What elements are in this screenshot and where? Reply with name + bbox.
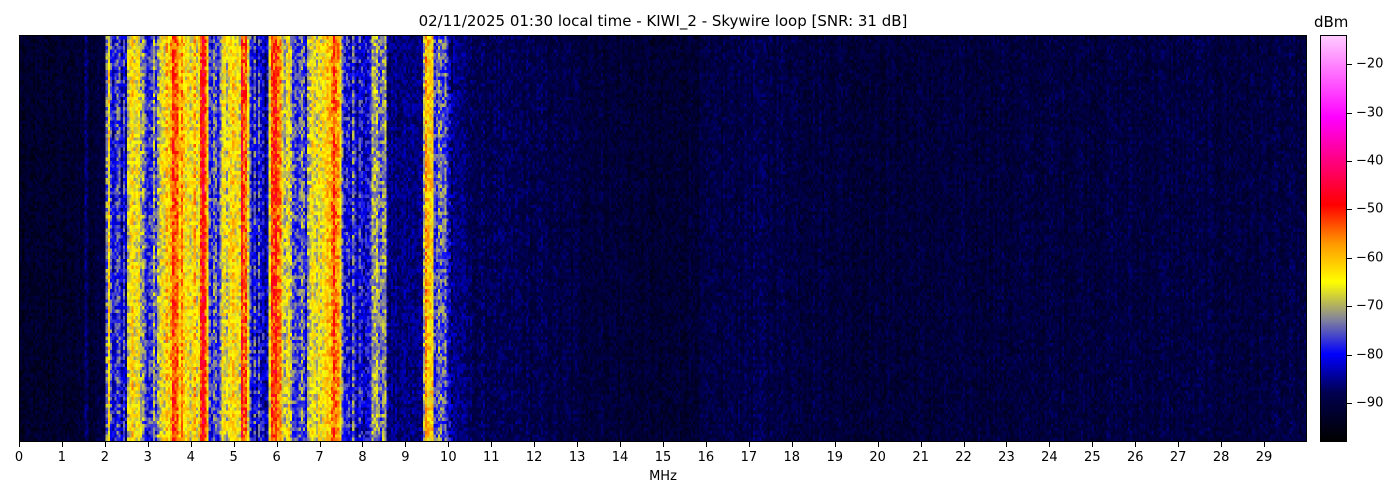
- colorbar-tick-label: −90: [1356, 395, 1384, 411]
- colorbar-tick-mark: [1347, 257, 1352, 259]
- x-tick-mark: [233, 442, 235, 447]
- colorbar-tick-label: −70: [1356, 298, 1384, 314]
- colorbar-tick-mark: [1347, 403, 1352, 405]
- x-tick-mark: [319, 442, 321, 447]
- x-tick-label: 23: [998, 450, 1015, 465]
- x-tick-mark: [534, 442, 536, 447]
- x-tick-mark: [705, 442, 707, 447]
- x-tick-mark: [577, 442, 579, 447]
- colorbar-label: dBm: [1314, 13, 1349, 31]
- colorbar-tick-mark: [1347, 209, 1352, 211]
- x-tick-mark: [877, 442, 879, 447]
- x-tick-label: 16: [697, 450, 715, 465]
- x-tick-label: 25: [1084, 450, 1101, 465]
- x-tick-mark: [920, 442, 922, 447]
- x-tick-mark: [276, 442, 278, 447]
- x-tick-label: 0: [14, 450, 24, 465]
- x-tick-mark: [19, 442, 20, 447]
- x-tick-mark: [1135, 442, 1137, 447]
- chart-title: 02/11/2025 01:30 local time - KIWI_2 - S…: [418, 12, 908, 30]
- x-tick-label: 14: [611, 450, 629, 465]
- x-tick-label: 18: [783, 450, 801, 465]
- colorbar-tick-label: −50: [1356, 201, 1384, 217]
- x-tick-mark: [1221, 442, 1223, 447]
- x-tick-mark: [61, 442, 63, 447]
- x-tick-label: 22: [955, 450, 972, 465]
- x-tick-mark: [448, 442, 450, 447]
- x-tick-mark: [663, 442, 664, 447]
- x-tick-mark: [620, 442, 622, 447]
- x-tick-mark: [1049, 442, 1051, 447]
- colorbar-tick-label: −60: [1356, 250, 1384, 266]
- x-tick-label: 2: [100, 450, 109, 465]
- x-tick-label: 26: [1126, 450, 1144, 465]
- x-tick-label: 3: [143, 450, 152, 465]
- x-tick-mark: [405, 442, 407, 447]
- colorbar-tick-mark: [1347, 354, 1352, 356]
- x-axis-label: MHz: [649, 469, 677, 484]
- x-tick-label: 29: [1255, 450, 1273, 465]
- x-tick-label: 10: [440, 450, 457, 465]
- x-tick-label: 4: [186, 450, 195, 465]
- colorbar: [1320, 35, 1347, 442]
- x-tick-label: 7: [315, 450, 324, 465]
- x-tick-mark: [748, 442, 750, 447]
- colorbar-tick-label: −30: [1356, 105, 1384, 121]
- x-tick-mark: [1092, 442, 1094, 447]
- x-tick-label: 21: [912, 450, 929, 465]
- x-tick-label: 8: [358, 450, 367, 465]
- x-tick-label: 5: [229, 450, 238, 465]
- x-tick-mark: [104, 442, 106, 447]
- x-tick-label: 15: [654, 450, 672, 465]
- x-tick-label: 20: [869, 450, 886, 465]
- waterfall-heatmap: [19, 35, 1307, 442]
- colorbar-tick-mark: [1347, 160, 1352, 162]
- x-tick-mark: [1264, 442, 1266, 447]
- x-tick-mark: [190, 442, 192, 447]
- x-tick-label: 28: [1212, 450, 1230, 465]
- x-tick-label: 1: [57, 450, 67, 465]
- x-tick-label: 11: [482, 450, 500, 465]
- x-tick-mark: [834, 442, 836, 447]
- colorbar-tick-mark: [1347, 306, 1352, 308]
- x-tick-label: 13: [568, 450, 586, 465]
- x-tick-label: 9: [401, 450, 410, 465]
- x-tick-label: 27: [1169, 450, 1187, 465]
- x-tick-mark: [362, 442, 364, 447]
- x-tick-mark: [963, 442, 965, 447]
- colorbar-tick-mark: [1347, 112, 1352, 114]
- x-tick-label: 24: [1041, 450, 1058, 465]
- colorbar-tick-label: −20: [1356, 56, 1384, 72]
- x-tick-label: 19: [826, 450, 843, 465]
- x-tick-mark: [791, 442, 793, 447]
- x-tick-label: 12: [525, 450, 543, 465]
- colorbar-tick-label: −80: [1356, 347, 1384, 363]
- x-tick-mark: [1178, 442, 1180, 447]
- colorbar-tick-mark: [1347, 64, 1352, 66]
- x-tick-label: 6: [272, 450, 281, 465]
- colorbar-tick-label: −40: [1356, 153, 1384, 169]
- x-tick-mark: [147, 442, 149, 447]
- x-tick-label: 17: [740, 450, 758, 465]
- x-tick-mark: [491, 442, 493, 447]
- x-tick-mark: [1006, 442, 1008, 447]
